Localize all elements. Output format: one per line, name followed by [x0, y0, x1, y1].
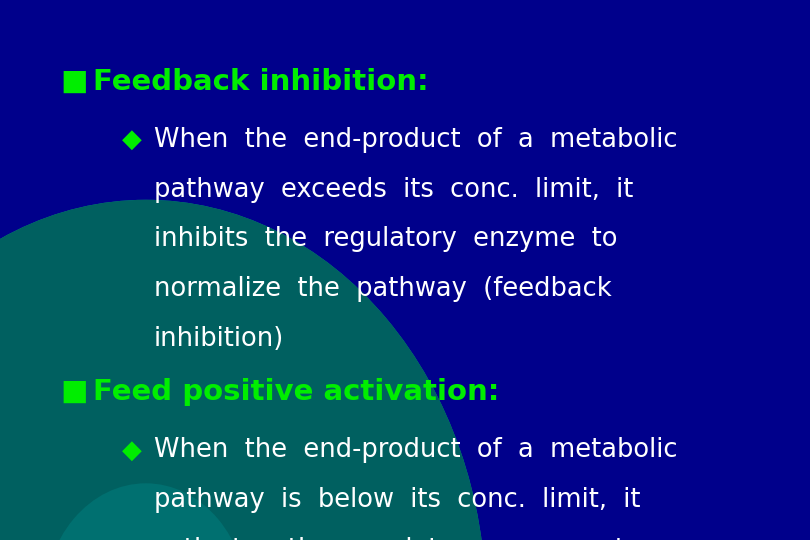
Ellipse shape [0, 402, 316, 540]
Text: When  the  end-product  of  a  metabolic: When the end-product of a metabolic [154, 437, 677, 463]
Ellipse shape [0, 281, 418, 540]
Text: ■: ■ [61, 68, 88, 96]
Text: activates  the  regulatory  enzyme  to: activates the regulatory enzyme to [154, 537, 641, 540]
Text: pathway  exceeds  its  conc.  limit,  it: pathway exceeds its conc. limit, it [154, 177, 633, 202]
Ellipse shape [10, 443, 282, 540]
Ellipse shape [21, 456, 271, 540]
Text: normalize  the  pathway  (feedback: normalize the pathway (feedback [154, 276, 612, 302]
Ellipse shape [0, 375, 339, 540]
Text: ◆: ◆ [122, 127, 141, 153]
Text: Feed positive activation:: Feed positive activation: [93, 378, 500, 406]
Ellipse shape [78, 524, 214, 540]
Ellipse shape [0, 416, 305, 540]
Text: ◆: ◆ [122, 437, 141, 463]
Text: pathway  is  below  its  conc.  limit,  it: pathway is below its conc. limit, it [154, 487, 641, 513]
Ellipse shape [0, 321, 384, 540]
Ellipse shape [0, 200, 486, 540]
Text: inhibits  the  regulatory  enzyme  to: inhibits the regulatory enzyme to [154, 226, 617, 252]
Ellipse shape [0, 254, 441, 540]
Ellipse shape [66, 510, 225, 540]
Text: Feedback inhibition:: Feedback inhibition: [93, 68, 428, 96]
Text: inhibition): inhibition) [154, 326, 284, 352]
Ellipse shape [0, 308, 395, 540]
Ellipse shape [0, 294, 407, 540]
Ellipse shape [0, 348, 361, 540]
Text: ■: ■ [61, 378, 88, 406]
Ellipse shape [0, 429, 293, 540]
Ellipse shape [44, 483, 248, 540]
Ellipse shape [0, 362, 350, 540]
Ellipse shape [44, 483, 248, 540]
Ellipse shape [55, 497, 237, 540]
Ellipse shape [0, 389, 327, 540]
Ellipse shape [0, 240, 452, 540]
Ellipse shape [32, 470, 259, 540]
Text: When  the  end-product  of  a  metabolic: When the end-product of a metabolic [154, 127, 677, 153]
Ellipse shape [0, 267, 429, 540]
Ellipse shape [89, 537, 202, 540]
Ellipse shape [0, 335, 373, 540]
Ellipse shape [0, 213, 475, 540]
Ellipse shape [0, 227, 463, 540]
Ellipse shape [0, 200, 486, 540]
